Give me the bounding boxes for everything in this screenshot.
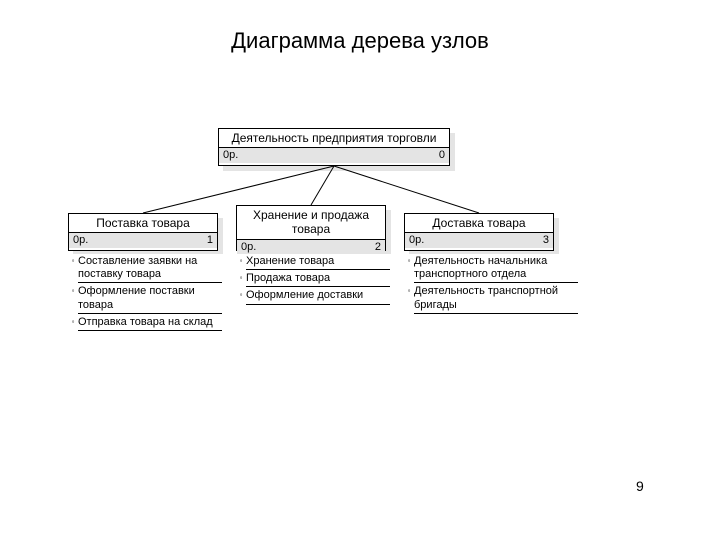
page-title: Диаграмма дерева узлов	[0, 28, 720, 54]
child-node-0-label: Поставка товара	[69, 214, 217, 232]
list-item: ◦Оформление доставки	[236, 288, 392, 305]
child-0-footer-left: 0р.	[73, 233, 88, 247]
list-item-label: Отправка товара на склад	[78, 316, 222, 331]
list-item: ◦Отправка товара на склад	[68, 315, 224, 332]
list-item: ◦Деятельность транспортной бригады	[404, 284, 580, 314]
child-0-footer-right: 1	[207, 233, 213, 247]
list-item: ◦Деятельность начальника транспортного о…	[404, 254, 580, 284]
child-2-items: ◦Деятельность начальника транспортного о…	[404, 254, 580, 315]
child-1-footer-left: 0р.	[241, 240, 256, 254]
child-node-1: Хранение и продажа товара 0р. 2	[236, 205, 386, 251]
list-item-label: Деятельность начальника транспортного от…	[414, 255, 578, 283]
page-number: 9	[636, 478, 644, 494]
list-item-label: Продажа товара	[246, 272, 390, 287]
root-footer-left: 0р.	[223, 148, 238, 162]
list-item: ◦Составление заявки на поставку товара	[68, 254, 224, 284]
bullet-icon: ◦	[68, 255, 78, 268]
root-node-footer: 0р. 0	[219, 147, 449, 162]
root-footer-right: 0	[439, 148, 445, 162]
list-item-label: Оформление доставки	[246, 289, 390, 304]
child-0-items: ◦Составление заявки на поставку товара◦О…	[68, 254, 224, 332]
child-node-1-footer: 0р. 2	[237, 239, 385, 254]
child-2-footer-right: 3	[543, 233, 549, 247]
list-item-label: Оформление поставки товара	[78, 285, 222, 313]
child-1-items: ◦Хранение товара◦Продажа товара◦Оформлен…	[236, 254, 392, 306]
list-item-label: Хранение товара	[246, 255, 390, 270]
child-1-footer-right: 2	[375, 240, 381, 254]
bullet-icon: ◦	[236, 255, 246, 268]
list-item: ◦Продажа товара	[236, 271, 392, 288]
bullet-icon: ◦	[68, 316, 78, 329]
bullet-icon: ◦	[236, 272, 246, 285]
child-node-0: Поставка товара 0р. 1	[68, 213, 218, 251]
bullet-icon: ◦	[68, 285, 78, 298]
root-node: Деятельность предприятия торговли 0р. 0	[218, 128, 450, 166]
root-node-label: Деятельность предприятия торговли	[219, 129, 449, 147]
list-item-label: Составление заявки на поставку товара	[78, 255, 222, 283]
child-node-2: Доставка товара 0р. 3	[404, 213, 554, 251]
child-node-2-label: Доставка товара	[405, 214, 553, 232]
bullet-icon: ◦	[404, 285, 414, 298]
list-item-label: Деятельность транспортной бригады	[414, 285, 578, 313]
bullet-icon: ◦	[236, 289, 246, 302]
list-item: ◦Оформление поставки товара	[68, 284, 224, 314]
bullet-icon: ◦	[404, 255, 414, 268]
list-item: ◦Хранение товара	[236, 254, 392, 271]
child-2-footer-left: 0р.	[409, 233, 424, 247]
child-node-0-footer: 0р. 1	[69, 232, 217, 247]
child-node-2-footer: 0р. 3	[405, 232, 553, 247]
child-node-1-label: Хранение и продажа товара	[237, 206, 385, 239]
